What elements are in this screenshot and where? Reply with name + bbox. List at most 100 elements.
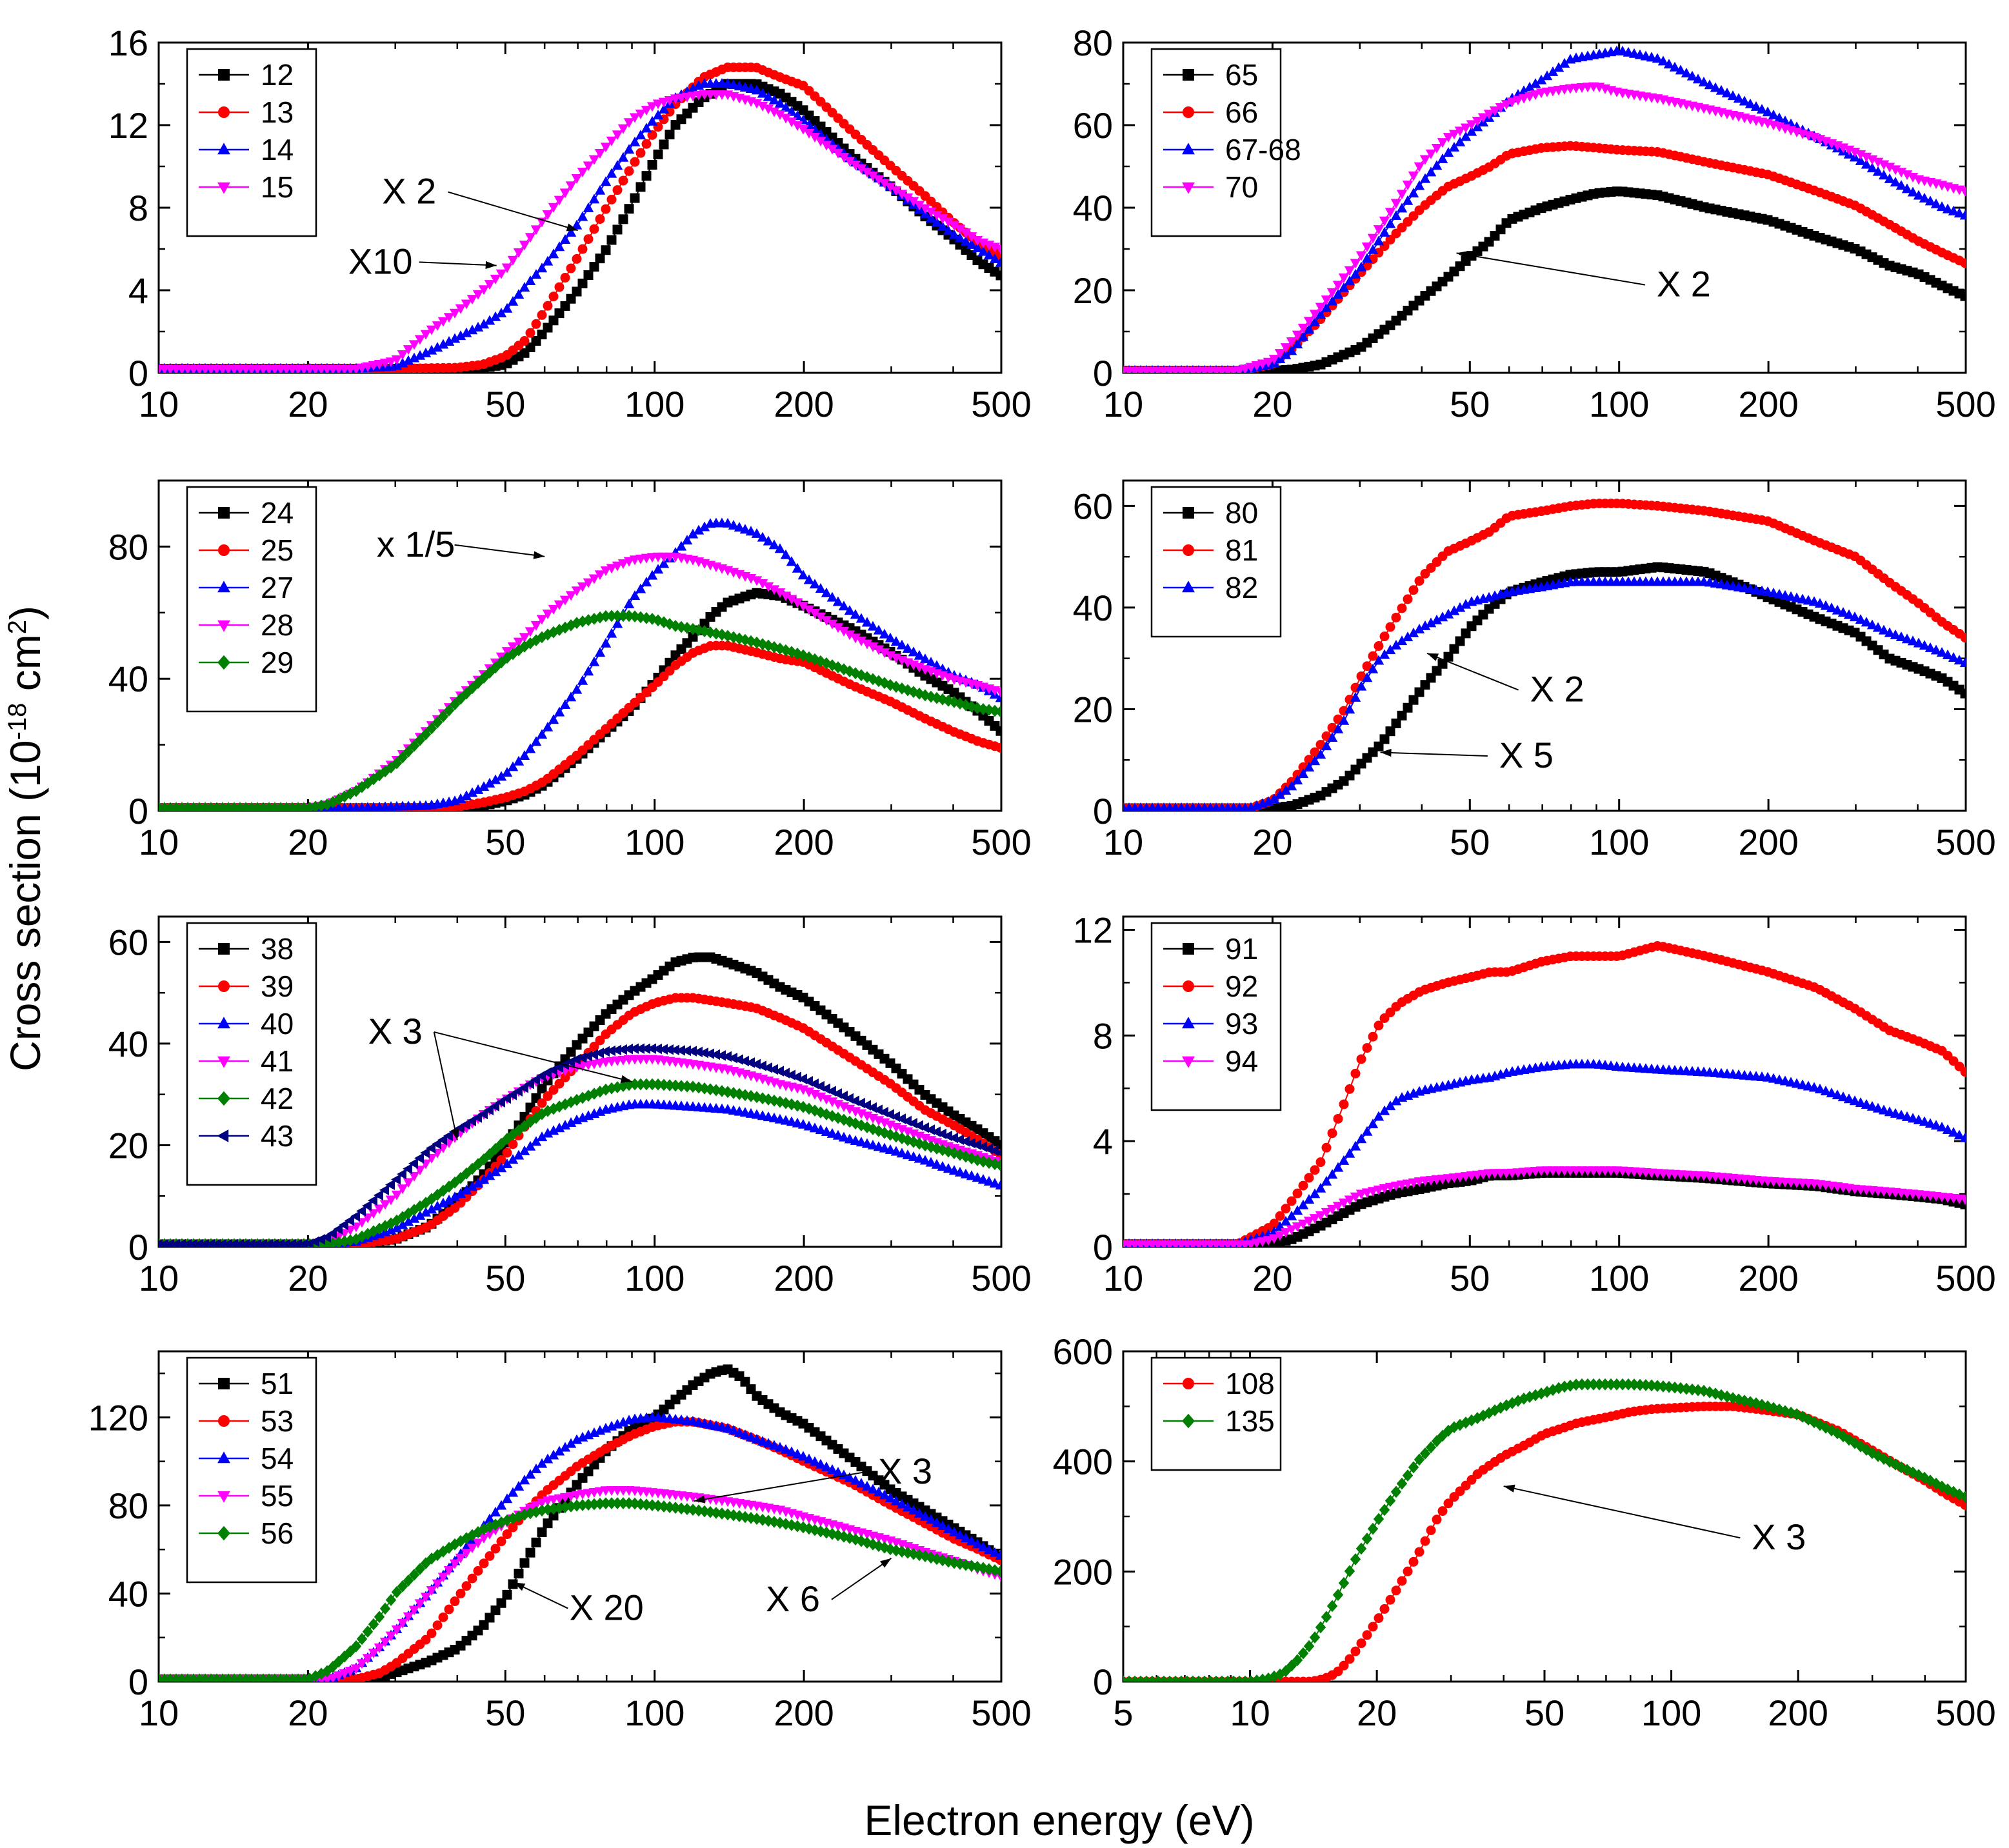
data-point <box>745 526 757 536</box>
data-point <box>960 1533 972 1543</box>
x-tick-label: 200 <box>1738 384 1798 424</box>
data-point <box>740 1376 750 1387</box>
data-point <box>374 1643 385 1653</box>
data-point <box>1553 62 1564 72</box>
data-point <box>414 1599 426 1609</box>
data-point <box>774 588 786 599</box>
data-point <box>455 1122 465 1133</box>
data-point <box>565 591 577 601</box>
data-point <box>757 88 768 98</box>
data-point <box>705 1048 714 1059</box>
data-point <box>1930 644 1942 655</box>
data-point <box>983 1544 995 1555</box>
data-point <box>855 613 867 623</box>
data-point <box>1315 303 1326 313</box>
data-point <box>583 161 594 172</box>
data-point <box>606 168 617 178</box>
data-point <box>954 1529 966 1540</box>
data-point <box>960 228 972 239</box>
legend-marker <box>217 1129 229 1142</box>
data-point <box>792 598 803 608</box>
data-point <box>1924 195 1936 206</box>
data-point <box>536 263 548 273</box>
data-point <box>525 233 536 243</box>
data-point <box>420 347 432 357</box>
data-point <box>1959 1195 1966 1206</box>
data-point <box>612 130 623 141</box>
data-point <box>1367 233 1379 244</box>
data-point <box>653 149 663 159</box>
data-point <box>571 586 583 597</box>
data-point <box>1355 261 1367 272</box>
x-tick-label: 20 <box>1252 1258 1292 1298</box>
data-point <box>908 197 919 207</box>
data-point <box>1890 629 1901 639</box>
x-tick-label: 20 <box>1252 384 1292 424</box>
data-point <box>1414 180 1425 190</box>
legend-marker <box>217 1056 230 1068</box>
data-point <box>757 1436 768 1446</box>
data-point <box>559 1442 571 1452</box>
data-point <box>565 1117 577 1127</box>
legend-box <box>186 922 317 1186</box>
data-point <box>641 577 652 587</box>
data-point <box>624 204 634 214</box>
data-point <box>838 626 850 637</box>
data-point <box>914 1507 925 1518</box>
legend-label: 82 <box>1225 571 1258 604</box>
data-point <box>623 557 635 567</box>
legend-box <box>1150 922 1282 1111</box>
data-point <box>1286 345 1297 355</box>
legend-marker <box>1182 182 1195 194</box>
legend-marker <box>217 1091 230 1106</box>
plot-area <box>1123 940 1966 1247</box>
data-point <box>763 1062 772 1073</box>
data-point <box>519 633 530 643</box>
data-point <box>1170 802 1181 811</box>
data-point <box>1861 617 1872 627</box>
data-point <box>554 1078 565 1089</box>
data-point <box>588 155 600 165</box>
data-point <box>948 1165 960 1175</box>
plot-frame <box>1122 479 1967 812</box>
data-point <box>490 1544 501 1554</box>
data-point <box>768 1064 778 1075</box>
data-point <box>519 241 530 251</box>
annotation: X10 <box>348 241 497 281</box>
data-point <box>1286 780 1297 791</box>
data-point <box>350 1211 360 1222</box>
data-point <box>1362 1043 1372 1053</box>
data-point <box>508 1579 518 1589</box>
data-point <box>461 1119 470 1130</box>
data-point <box>681 1045 691 1057</box>
data-point <box>484 280 495 290</box>
data-point <box>1326 731 1338 742</box>
legend-marker <box>1183 507 1194 519</box>
data-point <box>1448 605 1460 615</box>
data-point <box>914 650 925 660</box>
x-tick-label: 100 <box>625 1693 685 1733</box>
data-point <box>1269 1218 1279 1229</box>
data-point <box>1350 691 1361 702</box>
data-point <box>1396 190 1408 200</box>
series-82 <box>1123 576 1966 811</box>
legend-marker <box>218 980 230 992</box>
data-point <box>1692 74 1704 84</box>
data-point <box>1959 187 1966 197</box>
data-point <box>1750 101 1762 111</box>
data-point <box>855 164 867 174</box>
data-point <box>479 1620 489 1630</box>
data-point <box>618 175 628 186</box>
legend-entry-15: 15 <box>199 170 294 204</box>
data-point <box>786 595 797 605</box>
legend-label: 65 <box>1225 58 1258 92</box>
data-point <box>559 699 571 709</box>
data-point <box>745 1057 755 1068</box>
data-point <box>559 595 571 606</box>
data-point <box>699 1048 708 1058</box>
data-point <box>1234 802 1244 811</box>
data-point <box>838 1131 850 1142</box>
data-point <box>600 610 612 622</box>
data-point <box>1350 268 1361 279</box>
